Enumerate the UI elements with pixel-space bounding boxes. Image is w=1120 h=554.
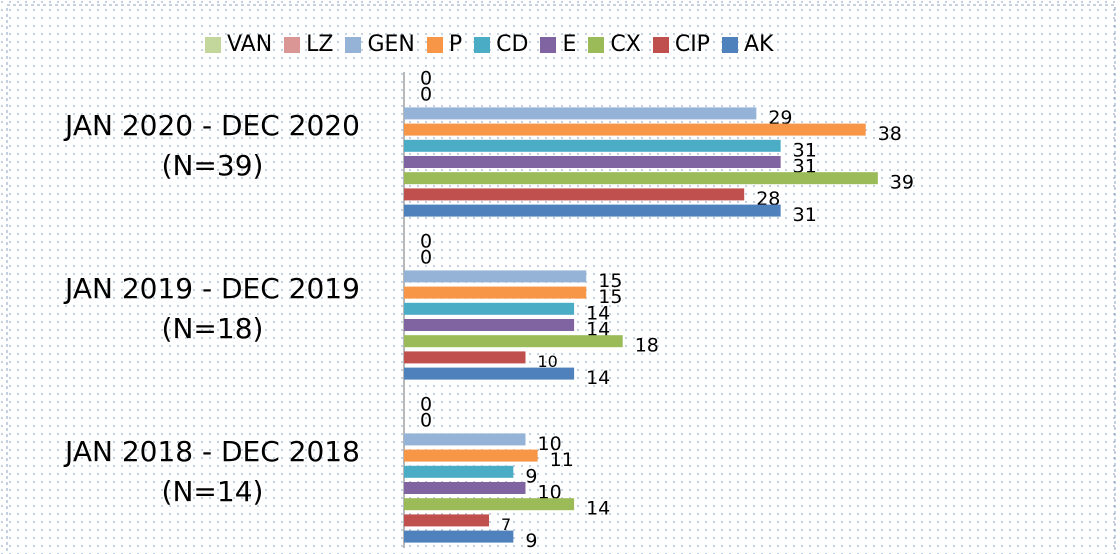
legend-swatch <box>474 36 491 53</box>
bar <box>404 107 757 120</box>
bar <box>404 156 781 168</box>
legend-item: AK <box>721 32 774 57</box>
legend-label: CD <box>496 32 529 57</box>
legend-label: VAN <box>227 32 273 57</box>
legend-swatch <box>345 36 362 53</box>
bar <box>404 530 514 543</box>
legend-item: P <box>426 32 463 57</box>
bar <box>404 367 575 380</box>
legend-swatch <box>652 36 669 53</box>
legend-item: CX <box>588 32 641 57</box>
bar <box>404 188 745 201</box>
legend-item: GEN <box>345 32 415 57</box>
legend-swatch <box>588 36 605 53</box>
data-label: 0 <box>420 247 432 269</box>
bar <box>404 204 781 217</box>
bar <box>404 498 575 511</box>
bar <box>404 514 490 527</box>
bar <box>404 482 526 494</box>
legend-swatch <box>426 36 443 53</box>
legend-label: CX <box>610 32 641 57</box>
bar <box>404 172 878 185</box>
legend-swatch <box>540 36 557 53</box>
data-label: 0 <box>420 68 432 90</box>
data-label: 31 <box>793 156 817 178</box>
data-label: 38 <box>878 123 902 145</box>
bar <box>404 319 575 331</box>
legend-swatch <box>205 36 221 53</box>
bar <box>404 270 587 283</box>
legend-label: CIP <box>674 32 710 57</box>
bar <box>404 302 575 315</box>
data-label: 15 <box>598 286 622 308</box>
data-label: 29 <box>768 107 792 129</box>
data-label: 28 <box>756 188 780 210</box>
bar <box>404 465 514 478</box>
data-label: 0 <box>420 231 432 253</box>
data-label: 10 <box>538 352 558 371</box>
legend-label: GEN <box>367 32 415 57</box>
legend-swatch <box>284 36 301 53</box>
data-label: 7 <box>501 515 511 534</box>
legend-label: AK <box>743 32 774 57</box>
bar <box>404 433 526 446</box>
bar <box>404 123 866 136</box>
data-label: 10 <box>538 482 562 504</box>
category-label: JAN 2019 - DEC 2019 (N=18) <box>65 271 360 345</box>
category-label: JAN 2020 - DEC 2020 (N=39) <box>65 108 360 182</box>
legend-item: VAN <box>205 32 272 57</box>
legend-item: LZ <box>284 32 333 57</box>
data-label: 9 <box>525 465 537 487</box>
data-label: 14 <box>586 498 610 520</box>
bar <box>404 286 587 299</box>
data-label: 0 <box>420 84 432 106</box>
data-label: 14 <box>586 319 610 341</box>
data-label: 0 <box>420 410 432 432</box>
data-label: 0 <box>420 394 432 416</box>
data-label: 31 <box>793 139 817 161</box>
legend-label: LZ <box>306 32 334 57</box>
data-label: 9 <box>525 530 537 552</box>
legend-label: E <box>562 32 577 57</box>
bar <box>404 449 538 462</box>
data-label: 31 <box>793 204 817 226</box>
bar <box>404 139 781 152</box>
legend-item: CIP <box>652 32 710 57</box>
legend-item: E <box>540 32 576 57</box>
data-label: 11 <box>550 449 574 471</box>
data-label: 18 <box>635 335 659 357</box>
bar <box>404 335 623 348</box>
data-label: 10 <box>538 433 562 455</box>
legend-label: P <box>448 32 463 57</box>
data-label: 14 <box>586 367 610 389</box>
data-label: 15 <box>598 270 622 292</box>
legend-item: CD <box>474 32 528 57</box>
data-label: 14 <box>586 302 610 324</box>
legend-swatch <box>721 36 738 53</box>
frame <box>6 4 1116 554</box>
category-label: JAN 2018 - DEC 2018 (N=14) <box>65 434 360 508</box>
data-label: 39 <box>890 172 914 194</box>
legend: VAN LZ GEN P CD E CX CIP AK <box>205 32 773 57</box>
bar <box>404 351 526 364</box>
